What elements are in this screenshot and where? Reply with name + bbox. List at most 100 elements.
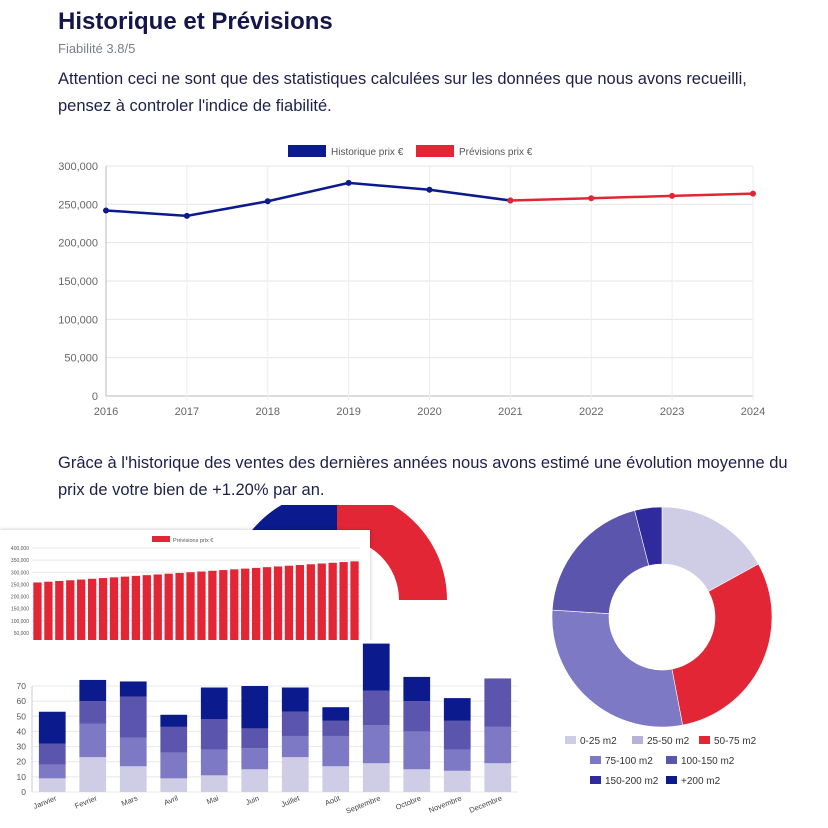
stacked-bar-segment (160, 714, 188, 727)
legend-label: 75-100 m2 (605, 756, 653, 767)
forecast-bar (230, 569, 239, 645)
stacked-bar-segment (241, 769, 269, 792)
x-tick-label: 2019 (336, 406, 360, 418)
stacked-bar-segment (200, 775, 228, 792)
forecast-bar (142, 575, 151, 645)
x-tick-label: Novembre (427, 794, 462, 815)
forecast-bar (120, 576, 130, 645)
forecast-bar (262, 567, 272, 645)
y-tick-label: 150,000 (11, 607, 29, 613)
data-point-history (103, 207, 109, 214)
y-tick-label: 150,000 (58, 276, 98, 288)
line-chart-series (103, 179, 756, 219)
x-tick-label: 2020 (417, 406, 441, 418)
stacked-bar-series (38, 643, 512, 792)
forecast-bar (273, 566, 283, 645)
legend-label: 100-150 m2 (681, 756, 735, 767)
legend-swatch-history (288, 145, 326, 157)
y-tick-label: 250,000 (58, 199, 98, 211)
stacked-bar-segment (119, 766, 147, 792)
forecast-bar (175, 572, 184, 645)
stacked-bar-segment (362, 643, 390, 691)
forecast-bar (33, 582, 42, 645)
stacked-bar-segment (79, 757, 107, 792)
y-tick-label: 300,000 (11, 570, 29, 576)
legend-label-forecast: Prévisions prix € (459, 147, 533, 158)
x-tick-label: Janvier (32, 793, 58, 811)
stacked-bar-segment (322, 720, 350, 736)
legend-swatch (699, 736, 710, 744)
forecast-bar (317, 563, 326, 645)
size-distribution-donut (551, 506, 773, 728)
stacked-bar-segment (160, 726, 188, 753)
y-tick-label: 100,000 (58, 314, 98, 326)
stacked-bar-segment (160, 752, 188, 779)
y-tick-label: 50,000 (64, 353, 98, 365)
stacked-bar-segment (200, 749, 228, 776)
stacked-bar-segment (241, 728, 269, 749)
stacked-bar-segment (362, 763, 390, 792)
forecast-bar (295, 564, 305, 645)
forecast-bar (109, 577, 119, 645)
legend-swatch (590, 776, 601, 784)
stacked-bar-segment (403, 701, 431, 732)
stacked-bar-segment (38, 711, 66, 744)
stacked-bar-segment (281, 735, 309, 758)
x-tick-label: Avril (163, 793, 180, 807)
x-tick-label: Fevrier (73, 793, 98, 810)
stacked-bar-segment (79, 679, 107, 702)
stacked-bar-segment (119, 696, 147, 738)
forecast-bar-y-axis: 400,000 350,000 300,000 250,000 200,000 150,0… (11, 546, 29, 649)
x-tick-label: 2024 (741, 406, 765, 418)
stacked-bar-segment (160, 778, 188, 792)
y-tick-label: 40 (17, 726, 27, 736)
stacked-bar-segment (484, 763, 512, 792)
stacked-bar-segment (322, 735, 350, 767)
forecast-bar-card: Prévisions prix € 400,000 350,000 300,000 2… (0, 530, 370, 660)
y-tick-label: 200,000 (58, 238, 98, 250)
stacked-bar-segment (241, 686, 269, 729)
stacked-bar-segment (322, 707, 350, 721)
donut-slice (551, 510, 650, 614)
donut-legend[interactable]: 0-25 m2 25-50 m2 50-75 m2 75-100 m2 100-150 … (560, 732, 790, 788)
y-tick-label: 0 (92, 391, 98, 403)
y-tick-label: 20 (17, 757, 27, 767)
x-tick-label: Mars (120, 793, 139, 808)
page-title: Historique et Prévisions (58, 8, 333, 35)
line-chart-legend[interactable]: Historique prix € Prévisions prix € (288, 145, 533, 158)
legend-swatch (565, 736, 576, 744)
legend-label: +200 m2 (681, 776, 721, 787)
legend-label: 25-50 m2 (647, 736, 690, 747)
y-tick-label: 70 (17, 681, 27, 691)
stacked-bar-segment (200, 687, 228, 720)
stacked-bar-segment (281, 757, 309, 792)
x-tick-label: Decembre (468, 794, 503, 815)
y-tick-label: 0 (21, 787, 26, 797)
forecast-bar (87, 578, 97, 645)
forecast-bar-legend[interactable]: Prévisions prix € (152, 536, 213, 544)
stacked-x-axis: Janvier Fevrier Mars Avril Mai Juin Juillet Aoû… (32, 793, 503, 815)
donut-slice (671, 563, 773, 726)
stacked-bar-segment (484, 678, 512, 727)
forecast-bar (339, 562, 348, 645)
forecast-bar (153, 574, 162, 645)
stacked-bar-segment (119, 681, 147, 697)
y-tick-label: 30 (17, 742, 27, 752)
stacked-bar-segment (241, 748, 269, 770)
legend-label: 0-25 m2 (580, 736, 617, 747)
legend-swatch-forecast (152, 536, 170, 542)
x-tick-label: 2017 (175, 406, 199, 418)
reliability-score: Fiabilité 3.8/5 (58, 41, 136, 56)
forecast-bar (328, 562, 337, 645)
x-tick-label: Août (324, 793, 343, 807)
legend-swatch-forecast (416, 145, 454, 157)
stacked-bar-segment (119, 737, 147, 767)
series-line-history (105, 181, 511, 218)
y-tick-label: 60 (17, 696, 27, 706)
forecast-bar (251, 567, 261, 645)
data-point-forecast (750, 190, 756, 197)
line-chart-y-axis: 300,000 250,000 200,000 150,000 100,000 50,00… (58, 161, 98, 403)
forecast-bar (164, 573, 173, 645)
forecast-bar (55, 580, 64, 645)
data-point-history (345, 179, 352, 186)
